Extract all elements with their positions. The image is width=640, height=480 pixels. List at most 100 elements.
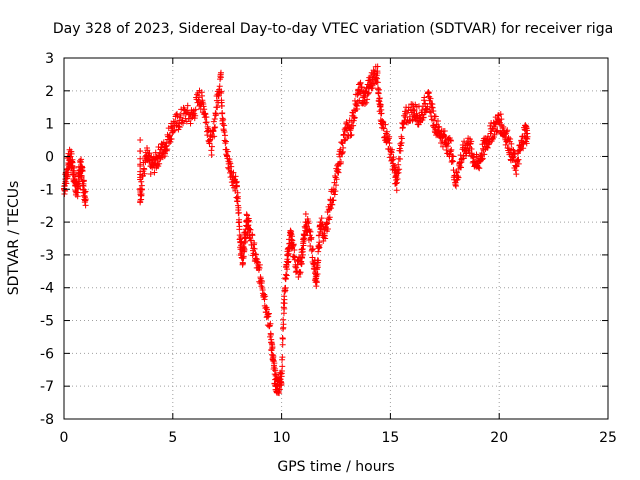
data-point	[377, 101, 384, 108]
data-point	[324, 226, 331, 233]
data-point	[271, 360, 278, 367]
data-point	[222, 138, 229, 145]
data-point	[508, 140, 515, 147]
data-point	[357, 79, 364, 86]
data-point	[211, 124, 218, 131]
data-point	[176, 124, 183, 131]
data-point	[74, 189, 81, 196]
data-marks	[61, 63, 531, 397]
data-point	[314, 271, 321, 278]
chart-title: Day 328 of 2023, Sidereal Day-to-day VTE…	[53, 21, 613, 37]
data-point	[300, 242, 307, 249]
data-point	[74, 193, 81, 200]
data-point	[441, 132, 448, 139]
data-point	[436, 124, 443, 131]
y-tick-label: -7	[40, 379, 54, 395]
data-point	[174, 120, 181, 127]
data-point	[341, 137, 348, 144]
data-point	[376, 95, 383, 102]
y-tick-label: -3	[40, 248, 54, 264]
data-point	[210, 118, 217, 125]
y-tick-label: -5	[40, 314, 54, 330]
data-point	[211, 116, 218, 123]
data-point	[224, 148, 231, 155]
data-point	[232, 173, 239, 180]
data-point	[504, 127, 511, 134]
data-point	[177, 114, 184, 121]
data-point	[241, 246, 248, 253]
y-tick-label: 1	[45, 117, 54, 133]
data-point	[515, 160, 522, 167]
data-point	[313, 279, 320, 286]
data-point	[331, 191, 338, 198]
data-point	[378, 110, 385, 117]
data-point	[335, 169, 342, 176]
data-point	[261, 296, 268, 303]
data-point	[221, 122, 228, 129]
data-point	[443, 140, 450, 147]
data-point	[441, 128, 448, 135]
data-point	[448, 137, 455, 144]
x-tick-label: 10	[273, 430, 291, 446]
data-point	[272, 367, 279, 374]
data-point	[502, 141, 509, 148]
data-point	[448, 146, 455, 153]
data-point	[481, 151, 488, 158]
data-point	[187, 120, 194, 127]
x-axis-label: GPS time / hours	[277, 459, 394, 475]
data-point	[230, 169, 237, 176]
data-point	[78, 172, 85, 179]
data-point	[267, 320, 274, 327]
data-point	[386, 133, 393, 140]
data-point	[291, 254, 298, 261]
data-point	[279, 335, 286, 342]
data-point	[72, 173, 79, 180]
data-point	[235, 209, 242, 216]
data-point	[398, 135, 405, 142]
data-point	[498, 116, 505, 123]
data-point	[213, 111, 220, 118]
data-point	[394, 176, 401, 183]
data-point	[141, 170, 148, 177]
data-point	[170, 128, 177, 135]
data-point	[247, 226, 254, 233]
data-point	[284, 266, 291, 273]
data-point	[137, 168, 144, 175]
data-point	[447, 137, 454, 144]
data-point	[369, 85, 376, 92]
data-point	[503, 128, 510, 135]
data-point	[389, 157, 396, 164]
data-point	[309, 245, 316, 252]
data-point	[151, 169, 158, 176]
data-point	[386, 140, 393, 147]
data-point	[174, 113, 181, 120]
data-point	[439, 143, 446, 150]
tick-labels-layer: 0 5 10 15 20 25 -8 -7 -6 -5 -4 -3 -2 -1 0 1 2 3	[40, 51, 617, 446]
data-point	[333, 176, 340, 183]
data-point	[291, 246, 298, 253]
data-point	[333, 182, 339, 189]
data-point	[233, 182, 240, 189]
data-point	[395, 161, 402, 168]
data-point	[202, 119, 209, 126]
data-point	[279, 363, 286, 370]
data-point	[430, 107, 437, 114]
data-point	[138, 178, 145, 185]
data-point	[262, 293, 269, 300]
data-point	[364, 96, 371, 103]
data-point	[310, 260, 317, 267]
data-point	[265, 310, 272, 317]
data-point	[479, 155, 486, 162]
data-point	[388, 146, 395, 153]
data-point	[240, 243, 247, 250]
data-point	[424, 103, 431, 110]
data-point	[444, 143, 451, 150]
data-point	[361, 100, 368, 107]
data-point	[374, 63, 381, 70]
data-point	[82, 188, 89, 195]
data-point	[291, 253, 298, 260]
data-point	[295, 273, 302, 280]
data-point	[468, 138, 475, 145]
data-point	[168, 136, 175, 143]
y-tick-label: -6	[40, 346, 54, 362]
